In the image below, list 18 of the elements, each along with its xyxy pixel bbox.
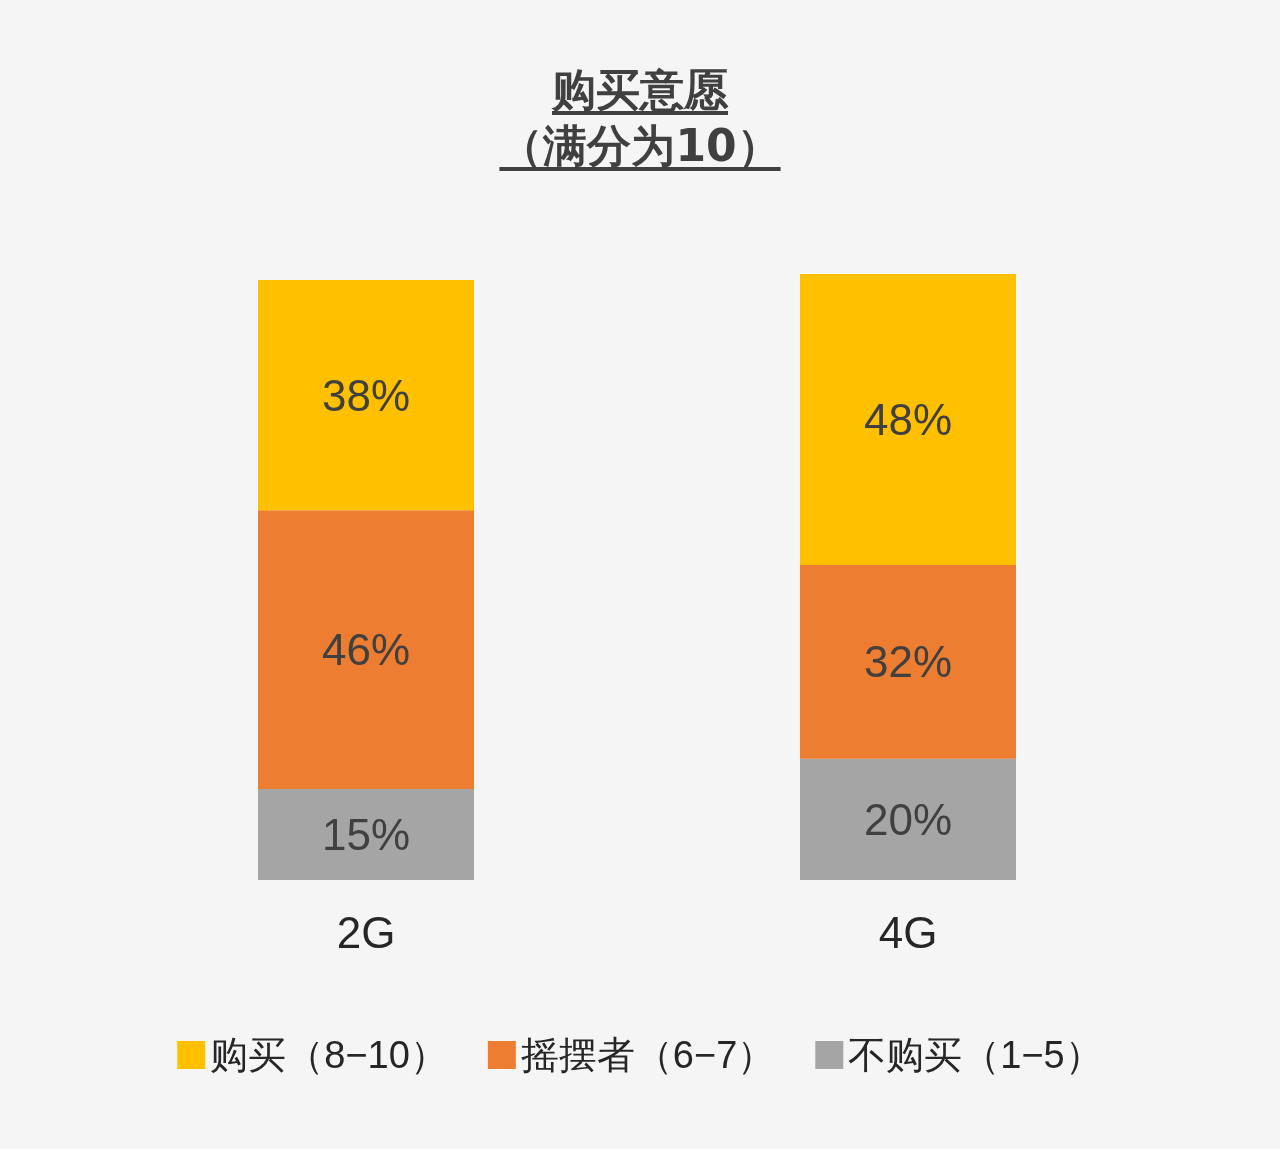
data-label: 48% bbox=[863, 394, 953, 444]
bar bbox=[800, 274, 1016, 565]
chart-title: 购买意愿（满分为10） bbox=[498, 63, 782, 173]
legend-label: 摇摆者（6−7） bbox=[520, 1034, 776, 1076]
x-tick-label: 2G bbox=[336, 907, 396, 957]
x-tick-label: 4G bbox=[878, 907, 938, 957]
bar bbox=[258, 510, 474, 790]
bar bbox=[800, 758, 1016, 880]
legend-label: 购买（8−10） bbox=[210, 1034, 448, 1076]
bar bbox=[800, 564, 1016, 759]
bar bbox=[258, 280, 474, 511]
data-label: 38% bbox=[321, 370, 411, 420]
data-label: 15% bbox=[321, 810, 411, 860]
legend-label: 不购买（1−5） bbox=[848, 1034, 1103, 1076]
data-label: 46% bbox=[321, 625, 411, 675]
bar bbox=[258, 789, 474, 880]
data-label: 32% bbox=[863, 637, 953, 687]
data-label: 20% bbox=[863, 794, 953, 844]
